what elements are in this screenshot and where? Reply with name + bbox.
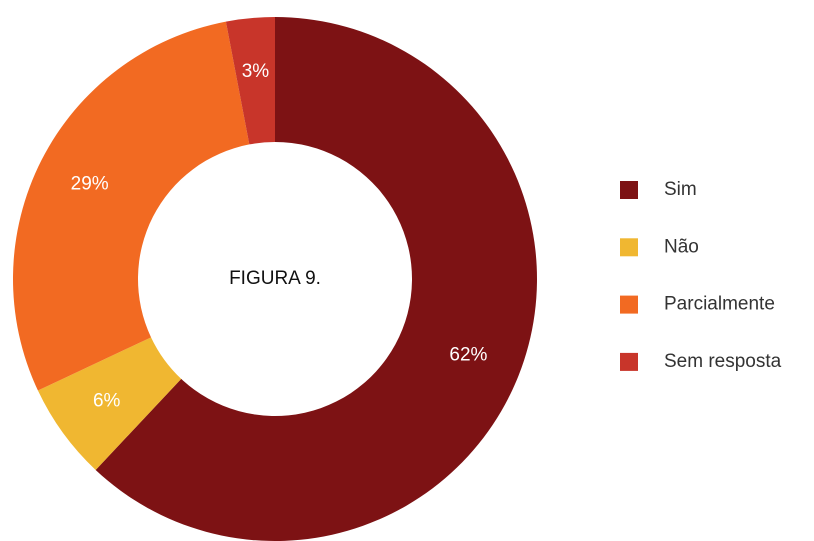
data-label: 6% (93, 390, 121, 411)
data-label: 29% (71, 174, 109, 195)
chart-title: FIGURA 9. (229, 268, 321, 289)
donut-slice (225, 17, 275, 145)
legend-swatch (620, 352, 638, 371)
donut-slice (37, 337, 182, 470)
legend-label: Não (664, 236, 699, 257)
legend-swatch (620, 238, 638, 257)
legend-swatch (620, 181, 638, 199)
legend-label: Sim (664, 179, 697, 200)
donut-slice (95, 17, 538, 541)
legend-label: Sem resposta (664, 351, 782, 372)
data-label: 62% (449, 345, 487, 366)
donut-slice (12, 21, 250, 391)
legend-label: Parcialmente (664, 294, 775, 315)
legend-swatch (620, 295, 638, 314)
data-label: 3% (242, 61, 270, 82)
